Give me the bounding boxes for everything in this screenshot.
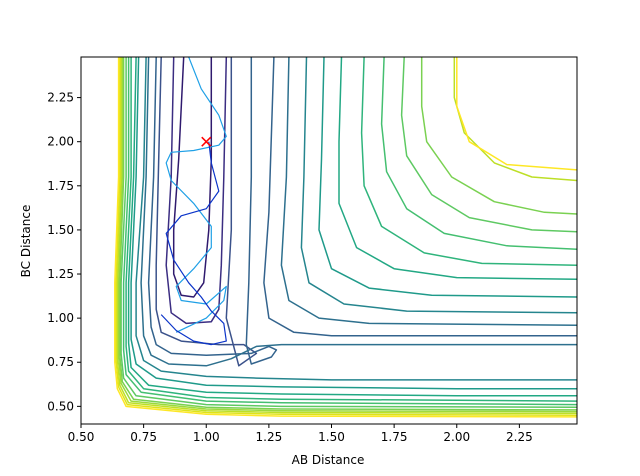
contour-line-22	[360, 57, 577, 266]
y-tick-label: 1.25	[47, 267, 74, 281]
x-axis-label: AB Distance	[292, 453, 365, 467]
contour-line-27	[456, 57, 577, 171]
start-markers	[201, 136, 212, 147]
contour-line-19	[300, 57, 577, 314]
y-axis-ticks: 0.50 0.75 1.00 1.25 1.50 1.75 2.00 2.25	[47, 91, 81, 413]
contour-line-6	[135, 57, 577, 381]
x-axis-ticks: 0.50 0.75 1.00 1.25 1.50 1.75 2.00 2.25	[68, 424, 533, 444]
trajectory-lines	[160, 57, 227, 346]
x-tick-label: 1.00	[193, 430, 220, 444]
y-tick-label: 1.00	[47, 311, 74, 325]
contour-line-24	[400, 57, 577, 233]
axes-frame	[80, 56, 578, 425]
contour-line-2	[165, 57, 228, 325]
contour-line-5	[140, 57, 577, 367]
x-tick-label: 2.00	[443, 430, 470, 444]
x-tick-label: 1.75	[381, 430, 408, 444]
y-tick-label: 0.75	[47, 355, 74, 369]
contour-line-4	[147, 57, 278, 365]
contour-line-21	[338, 57, 577, 281]
y-tick-label: 2.00	[47, 135, 74, 149]
contour-line-14	[116, 57, 577, 415]
y-tick-label: 1.75	[47, 179, 74, 193]
contour-line-17	[263, 57, 577, 337]
start-marker	[201, 136, 212, 147]
contour-line-15	[115, 57, 577, 416]
y-tick-label: 2.25	[47, 91, 74, 105]
x-tick-label: 0.75	[130, 430, 157, 444]
x-tick-label: 1.25	[256, 430, 283, 444]
contour-line-1	[172, 57, 213, 298]
y-axis-label: BC Distance	[19, 205, 33, 278]
contour-line-23	[380, 57, 577, 251]
contour-line-8	[127, 57, 577, 397]
contour-line-25	[420, 57, 577, 215]
contour-line-20	[318, 57, 577, 298]
contour-line-3	[155, 57, 258, 367]
contour-line-12	[119, 57, 577, 411]
contour-line-7	[130, 57, 577, 390]
contour-line-13	[117, 57, 577, 413]
x-tick-label: 0.50	[68, 430, 95, 444]
y-tick-label: 1.50	[47, 223, 74, 237]
contour-lines	[114, 57, 577, 418]
y-tick-label: 0.50	[47, 399, 74, 413]
plot-area	[114, 57, 577, 418]
contour-line-9	[125, 57, 577, 402]
x-tick-label: 1.50	[318, 430, 345, 444]
contour-line-18	[280, 57, 577, 326]
trajectory-line-2	[160, 141, 227, 346]
contour-line-10	[122, 57, 577, 406]
contour-line-11	[120, 57, 577, 408]
trajectory-line-1	[165, 57, 227, 333]
contour-line-16	[114, 57, 577, 418]
x-tick-label: 2.25	[506, 430, 533, 444]
